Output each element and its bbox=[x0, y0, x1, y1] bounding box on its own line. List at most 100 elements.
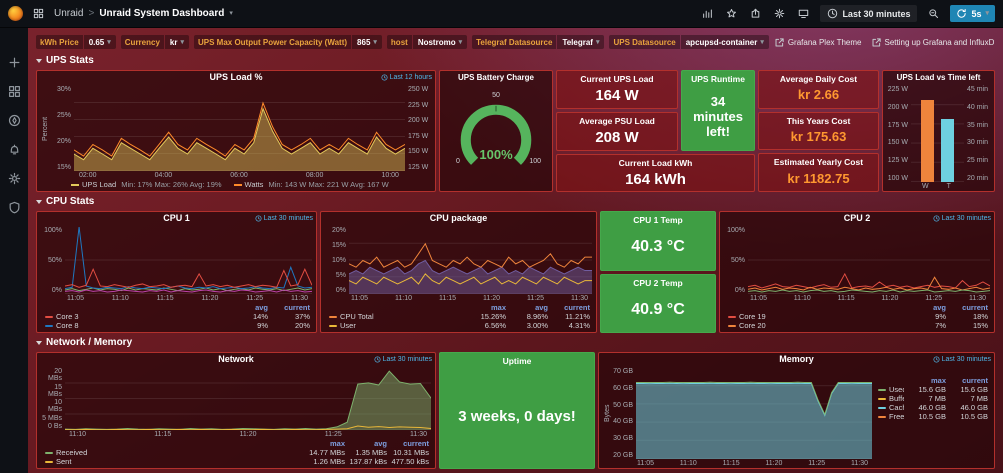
variable-ups-max-output[interactable]: UPS Max Output Power Capacity (Watt) 865 ▾ bbox=[193, 35, 382, 49]
axis-tick: 11:25 bbox=[324, 431, 342, 438]
stat-title[interactable]: Average PSU Load bbox=[579, 116, 655, 126]
x-axis: 11:05 11:10 11:15 11:20 11:25 11:30 bbox=[720, 294, 994, 303]
alerting-bell-icon[interactable] bbox=[8, 143, 21, 156]
variable-host[interactable]: host Nostromo ▾ bbox=[386, 35, 468, 49]
row-header-network-memory[interactable]: Network / Memory bbox=[36, 336, 995, 349]
plus-icon[interactable] bbox=[8, 56, 21, 69]
legend-row[interactable]: Cached 46.0 GB 46.0 GB bbox=[878, 403, 988, 412]
link-grafana-plex-theme[interactable]: Grafana Plex Theme bbox=[774, 37, 862, 48]
panel-title[interactable]: UPS Load % bbox=[209, 72, 263, 82]
panel-time-override[interactable]: Last 30 minutes bbox=[374, 356, 432, 363]
legend-header[interactable]: avg bbox=[933, 302, 946, 312]
refresh-picker[interactable]: 5s ▾ bbox=[950, 5, 995, 22]
grafana-logo[interactable] bbox=[8, 6, 23, 21]
zoom-out-icon[interactable] bbox=[926, 6, 941, 21]
help-shield-icon[interactable] bbox=[8, 201, 21, 214]
legend-header[interactable]: current bbox=[962, 302, 988, 312]
legend-header[interactable]: max bbox=[930, 375, 946, 385]
legend-header[interactable]: current bbox=[564, 302, 590, 312]
legend-header[interactable]: current bbox=[403, 438, 429, 448]
network-plot[interactable] bbox=[65, 368, 431, 430]
variable-ups-datasource[interactable]: UPS Datasource apcupsd-container ▾ bbox=[609, 35, 769, 49]
time-range-picker[interactable]: Last 30 minutes bbox=[820, 5, 918, 22]
stat-title[interactable]: Estimated Yearly Cost bbox=[773, 157, 864, 168]
legend-series-name[interactable]: Core 8 bbox=[56, 321, 79, 330]
cpu1-chart bbox=[65, 227, 312, 294]
share-icon[interactable] bbox=[748, 6, 763, 21]
link-ups-monitoring-guide[interactable]: Setting up Grafana and InfluxDB for UPS … bbox=[871, 37, 995, 48]
legend-series-name[interactable]: Sent bbox=[56, 457, 72, 466]
legend-row[interactable]: Buffered 7 MB 7 MB bbox=[878, 394, 988, 403]
ups-bar-plot[interactable] bbox=[911, 86, 964, 182]
legend-row[interactable]: Core 19 9% 18% bbox=[728, 312, 988, 321]
row-header-cpu-stats[interactable]: CPU Stats bbox=[36, 195, 995, 208]
legend-header[interactable]: current bbox=[962, 375, 988, 385]
panel-time-override[interactable]: Last 12 hours bbox=[381, 74, 432, 81]
legend-series-name[interactable]: Free bbox=[889, 412, 904, 421]
explore-compass-icon[interactable] bbox=[8, 114, 21, 127]
panel-title[interactable]: UPS Load vs Time left bbox=[896, 73, 981, 82]
stat-title[interactable]: Uptime bbox=[502, 356, 532, 366]
tv-kiosk-icon[interactable] bbox=[796, 6, 811, 21]
legend-series-name[interactable]: Used bbox=[889, 385, 904, 394]
legend-header[interactable]: avg bbox=[374, 438, 387, 448]
legend-series-name[interactable]: Core 3 bbox=[56, 312, 79, 321]
y-axis-left: 30% 25% 20% 15% bbox=[50, 86, 74, 171]
add-panel-icon[interactable] bbox=[700, 6, 715, 21]
memory-plot[interactable] bbox=[636, 368, 872, 459]
legend-item[interactable]: UPS Load Min: 17% Max: 26% Avg: 19% bbox=[71, 180, 222, 189]
cpu-package-plot[interactable] bbox=[349, 227, 592, 294]
legend-series-name[interactable]: CPU Total bbox=[340, 312, 374, 321]
star-icon[interactable] bbox=[724, 6, 739, 21]
cpu1-plot[interactable] bbox=[65, 227, 312, 294]
legend-row[interactable]: Sent 1.26 MBs 137.87 kBs 477.50 kBs bbox=[45, 457, 429, 466]
row-header-ups-stats[interactable]: UPS Stats bbox=[36, 54, 995, 67]
panel-time-override[interactable]: Last 30 minutes bbox=[933, 356, 991, 363]
stat-title[interactable]: CPU 2 Temp bbox=[633, 277, 683, 288]
legend-header[interactable]: avg bbox=[255, 302, 268, 312]
legend-series-name[interactable]: Received bbox=[56, 448, 88, 457]
legend-row[interactable]: Core 8 9% 20% bbox=[45, 321, 310, 330]
breadcrumb-org[interactable]: Unraid bbox=[54, 8, 84, 19]
stat-value: 34 minutes left! bbox=[693, 93, 743, 139]
cpu2-plot[interactable] bbox=[748, 227, 990, 294]
stat-title[interactable]: Current UPS Load bbox=[580, 74, 654, 84]
legend-row[interactable]: CPU Total 15.26% 8.96% 11.21% bbox=[329, 312, 590, 321]
legend-series-name[interactable]: Core 19 bbox=[739, 312, 766, 321]
legend-row[interactable]: User 6.56% 3.00% 4.31% bbox=[329, 321, 590, 330]
caret-down-icon[interactable]: ▾ bbox=[229, 10, 233, 17]
legend-header[interactable]: max bbox=[329, 438, 345, 448]
legend-series-name[interactable]: User bbox=[340, 321, 356, 330]
legend-value: 477.50 kBs bbox=[391, 456, 429, 466]
configuration-gear-icon[interactable] bbox=[8, 172, 21, 185]
legend-item[interactable]: Watts Min: 143 W Max: 221 W Avg: 167 W bbox=[233, 180, 389, 189]
stat-title[interactable]: UPS Runtime bbox=[691, 74, 745, 84]
stat-title[interactable]: CPU 1 Temp bbox=[633, 215, 683, 225]
legend-header[interactable]: current bbox=[284, 302, 310, 312]
settings-gear-icon[interactable] bbox=[772, 6, 787, 21]
variable-kwh-price[interactable]: kWh Price 0.65 ▾ bbox=[36, 35, 116, 49]
legend-row[interactable]: Received 14.77 MBs 1.35 MBs 10.31 MBs bbox=[45, 448, 429, 457]
legend-series-name[interactable]: Buffered bbox=[889, 394, 904, 403]
dashboard-title[interactable]: Unraid System Dashboard bbox=[99, 8, 225, 19]
legend-row[interactable]: Free 10.5 GB 10.5 GB bbox=[878, 412, 988, 421]
stat-title[interactable]: This Years Cost bbox=[786, 115, 851, 126]
dashboards-icon[interactable] bbox=[8, 85, 21, 98]
variable-currency[interactable]: Currency kr ▾ bbox=[120, 35, 189, 49]
legend-series-name[interactable]: Cached bbox=[889, 403, 904, 412]
panel-title[interactable]: UPS Battery Charge bbox=[457, 73, 535, 82]
panel-time-override[interactable]: Last 30 minutes bbox=[255, 215, 313, 222]
ups-load-plot[interactable] bbox=[74, 86, 405, 171]
legend-row[interactable]: Core 20 7% 15% bbox=[728, 321, 988, 330]
stat-title[interactable]: Average Daily Cost bbox=[779, 74, 858, 84]
variable-telegraf-datasource[interactable]: Telegraf Datasource Telegraf ▾ bbox=[472, 35, 605, 49]
legend-series-name[interactable]: Core 20 bbox=[739, 321, 766, 330]
legend-row[interactable]: Used 15.6 GB 15.6 GB bbox=[878, 385, 988, 394]
legend-header[interactable]: avg bbox=[535, 302, 548, 312]
panel-title[interactable]: CPU package bbox=[429, 213, 488, 223]
stat-title[interactable]: Current Load kWh bbox=[618, 158, 693, 168]
legend-header[interactable]: max bbox=[490, 302, 506, 312]
apps-grid-icon[interactable] bbox=[31, 6, 46, 21]
legend-row[interactable]: Core 3 14% 37% bbox=[45, 312, 310, 321]
panel-time-override[interactable]: Last 30 minutes bbox=[933, 215, 991, 222]
